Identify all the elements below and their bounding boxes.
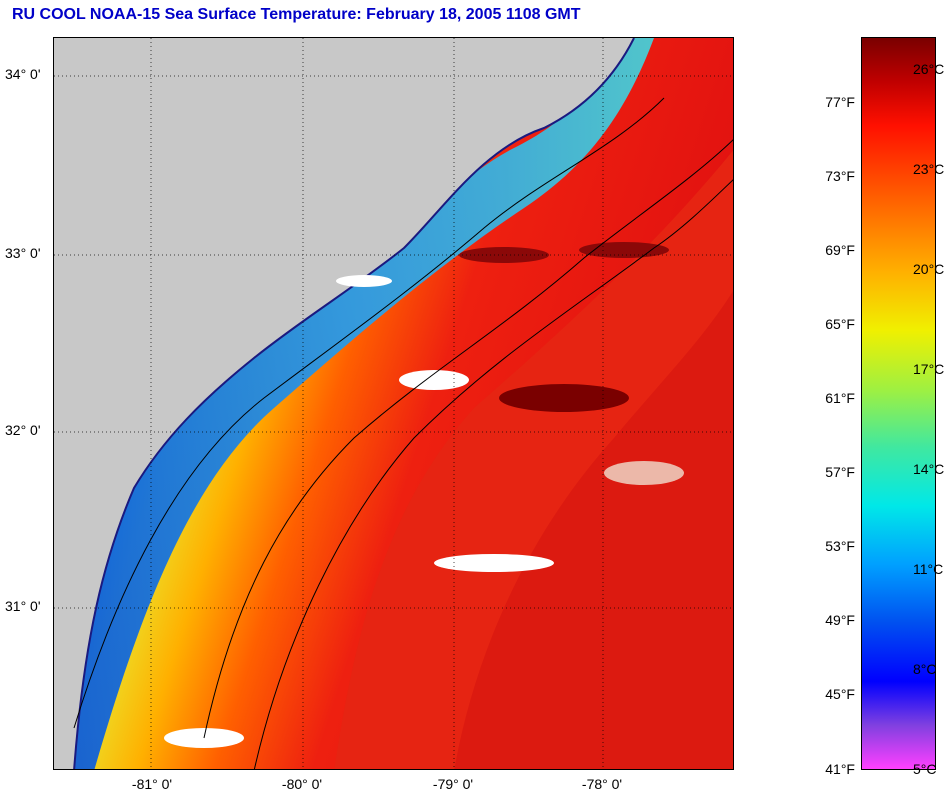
lat-label-32: 32° 0' [5, 422, 41, 438]
colorbar-f-label: 65°F [825, 316, 855, 332]
lon-label-79: -79° 0' [432, 776, 474, 792]
contour-120ft [203, 139, 733, 739]
hot-spot-3 [579, 242, 669, 258]
colorbar-f-label: 41°F [825, 761, 855, 777]
colorbar-f-label: 49°F [825, 612, 855, 628]
shelf-water [54, 38, 654, 769]
temperature-colorbar [861, 37, 936, 770]
colorbar-c-label: 23°C [913, 161, 945, 177]
lat-label-31: 31° 0' [5, 598, 41, 614]
sst-map [53, 37, 734, 770]
contour-60ft [73, 97, 665, 729]
colorbar-c-label: 8°C [913, 661, 937, 677]
hot-spot-1 [499, 384, 629, 412]
lat-label-33: 33° 0' [5, 245, 41, 261]
map-title: RU COOL NOAA-15 Sea Surface Temperature:… [12, 6, 581, 23]
colorbar-c-label: 5°C [913, 761, 937, 777]
cloud-5 [336, 275, 392, 287]
contour-600ft [253, 179, 733, 769]
colorbar-f-label: 61°F [825, 390, 855, 406]
cloud-4 [604, 461, 684, 485]
colorbar-c-label: 17°C [913, 361, 945, 377]
sst-map-canvas [54, 38, 733, 769]
lon-label-81: -81° 0' [131, 776, 173, 792]
colorbar-c-label: 11°C [913, 561, 944, 577]
graticule [54, 38, 733, 769]
cloud-2 [434, 554, 554, 572]
land-area [54, 38, 634, 769]
colorbar-f-label: 73°F [825, 168, 855, 184]
lon-label-80: -80° 0' [281, 776, 323, 792]
lon-label-78: -78° 0' [581, 776, 623, 792]
colorbar-f-label: 53°F [825, 538, 855, 554]
colorbar-f-label: 57°F [825, 464, 855, 480]
colorbar-c-label: 20°C [913, 261, 945, 277]
colorbar-f-label: 45°F [825, 686, 855, 702]
lat-label-34: 34° 0' [5, 66, 41, 82]
gulf-stream-core [454, 291, 733, 769]
colorbar-c-label: 26°C [913, 61, 945, 77]
colorbar-f-label: 77°F [825, 94, 855, 110]
cloud-1 [399, 370, 469, 390]
colorbar-c-label: 14°C [913, 461, 945, 477]
coastline [73, 38, 635, 769]
hot-spot-2 [459, 247, 549, 263]
colorbar-f-label: 69°F [825, 242, 855, 258]
